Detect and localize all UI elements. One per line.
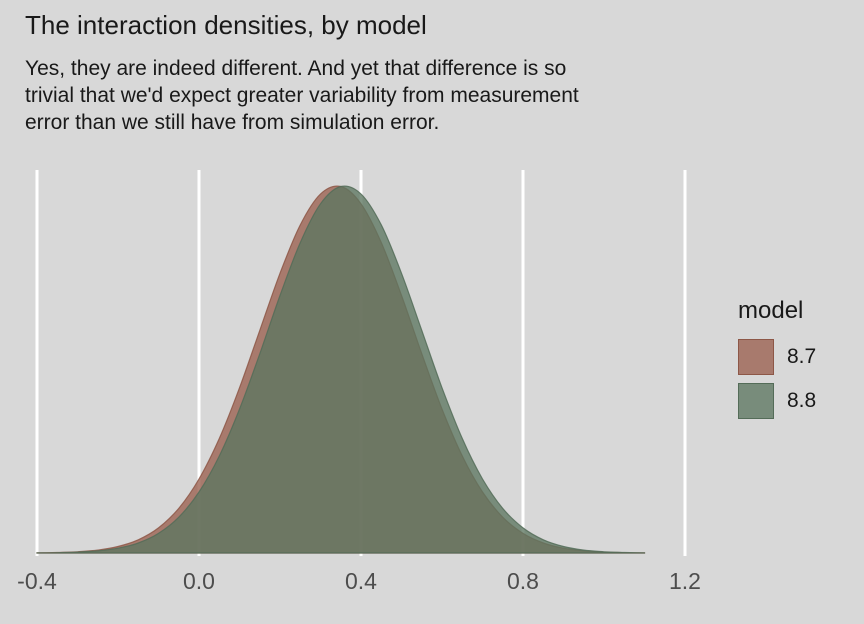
legend-swatch-8.7 — [738, 339, 774, 375]
legend-title: model — [738, 297, 804, 324]
subtitle-line-1: Yes, they are indeed different. And yet … — [25, 57, 567, 80]
legend-label-8.7: 8.7 — [787, 345, 817, 368]
plot-title: The interaction densities, by model — [25, 10, 427, 40]
legend-entries: 8.7 8.8 — [738, 339, 816, 419]
subtitle-line-3: error than we still have from simulation… — [25, 111, 440, 134]
plot-subtitle: Yes, they are indeed different. And yet … — [25, 55, 579, 136]
legend-entry-8.7: 8.7 — [738, 339, 816, 375]
x-tick-label-0.4: 0.4 — [345, 568, 377, 594]
x-tick-label-0.0: 0.0 — [183, 568, 215, 594]
legend-entry-8.8: 8.8 — [738, 383, 816, 419]
legend-swatch-8.8 — [738, 383, 774, 419]
x-tick-label-1.2: 1.2 — [669, 568, 701, 594]
legend-label-8.8: 8.8 — [787, 389, 817, 412]
subtitle-line-2: trivial that we'd expect greater variabi… — [25, 84, 579, 107]
x-tick-label--0.4: -0.4 — [17, 568, 57, 594]
x-tick-label-0.8: 0.8 — [507, 568, 539, 594]
legend: model 8.7 8.8 — [738, 297, 816, 427]
